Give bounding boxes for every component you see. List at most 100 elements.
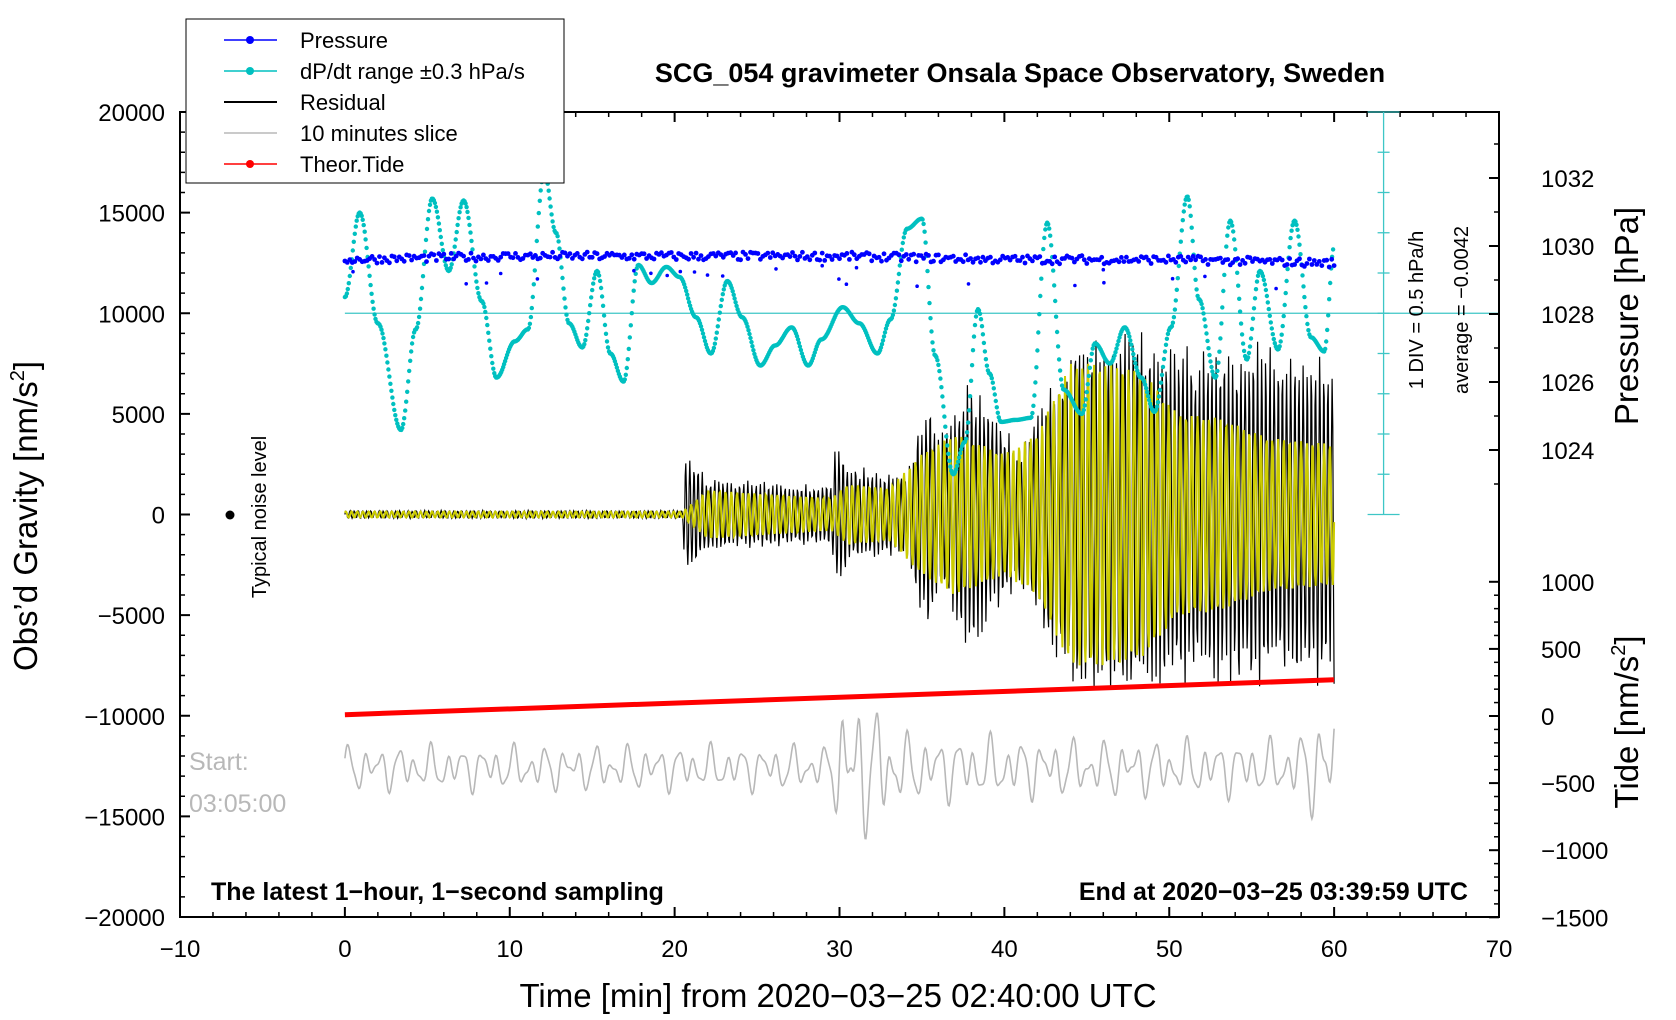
dpdt-point: [1169, 324, 1175, 329]
dpdt-point: [1306, 328, 1311, 333]
dpdt-point: [1229, 219, 1234, 225]
dpdt-point: [624, 365, 629, 371]
dpdt-point: [1323, 346, 1328, 352]
dpdt-point: [1146, 397, 1152, 403]
dpdt-point: [484, 315, 489, 321]
dpdt-point: [454, 229, 459, 235]
dpdt-point: [1132, 356, 1137, 361]
dpdt-point: [605, 345, 611, 350]
pressure-point: [401, 258, 407, 264]
dpdt-point: [597, 278, 603, 284]
dpdt-point: [1090, 346, 1095, 351]
dpdt-point: [968, 378, 974, 383]
pressure-point: [1188, 257, 1194, 263]
x-tick-label: 20: [661, 936, 688, 963]
dpdt-point: [926, 284, 931, 290]
dpdt-point: [536, 210, 541, 216]
dpdt-point: [389, 388, 394, 393]
pressure-outlier: [464, 282, 469, 286]
pressure-point: [1297, 256, 1302, 262]
dpdt-point: [1284, 278, 1289, 284]
pressure-point: [819, 250, 825, 256]
dpdt-point: [685, 296, 691, 301]
pressure-point: [1166, 253, 1171, 259]
sampling-note: The latest 1−hour, 1−second sampling: [211, 878, 664, 906]
dpdt-point: [1145, 393, 1151, 399]
pressure-point: [790, 250, 795, 255]
dpdt-point: [893, 296, 899, 301]
legend-marker: [246, 67, 254, 75]
dpdt-point: [1059, 383, 1065, 388]
dpdt-point: [415, 320, 421, 326]
dpdt-point: [622, 377, 627, 382]
pressure-point: [1017, 258, 1023, 263]
pressure-point: [847, 257, 852, 262]
dpdt-point: [1114, 346, 1119, 351]
dpdt-point: [1214, 373, 1219, 379]
pressure-point: [896, 252, 902, 258]
pressure-point: [1116, 259, 1122, 265]
dpdt-point: [1301, 284, 1306, 289]
dpdt-point: [458, 205, 463, 210]
pressure-point: [594, 251, 600, 257]
pressure-point: [1146, 257, 1151, 263]
dpdt-point: [487, 338, 492, 343]
dpdt-point: [946, 451, 951, 456]
dpdt-point: [1048, 233, 1053, 238]
series-pressure: [342, 249, 1337, 291]
dpdt-point: [1327, 297, 1332, 302]
pressure-point: [1190, 253, 1196, 259]
dpdt-point: [527, 321, 533, 326]
dpdt-point: [404, 399, 409, 404]
legend-label: Pressure: [300, 28, 388, 53]
dpdt-point: [748, 335, 753, 341]
dpdt-point: [473, 272, 478, 277]
pressure-point: [851, 252, 857, 258]
pressure-point: [837, 256, 842, 262]
pressure-outlier: [1274, 286, 1278, 291]
dpdt-point: [882, 330, 888, 335]
dpdt-point: [1042, 235, 1047, 241]
pressure-point: [980, 254, 986, 260]
dpdt-point: [463, 201, 468, 206]
dpdt-point: [900, 240, 905, 246]
x-tick-label: 10: [496, 936, 523, 963]
dpdt-point: [1054, 329, 1060, 335]
dpdt-point: [1082, 403, 1088, 408]
series-10min-slice: [344, 712, 1335, 840]
dpdt-point: [1049, 243, 1054, 248]
dpdt-point: [1255, 273, 1261, 278]
dpdt-point: [628, 323, 633, 328]
dpdt-point: [994, 405, 999, 410]
dpdt-point: [1193, 277, 1198, 282]
pressure-outlier: [498, 271, 503, 276]
dpdt-point: [470, 247, 475, 252]
pressure-point: [498, 254, 504, 260]
dpdt-point: [1033, 380, 1038, 385]
dpdt-point: [959, 447, 964, 452]
dpdt-point: [795, 337, 801, 342]
tide-tick-label: −1500: [1541, 905, 1608, 932]
dpdt-point: [1265, 300, 1271, 305]
pressure-point: [478, 256, 484, 262]
dpdt-point: [686, 300, 692, 305]
pressure-point: [698, 253, 704, 258]
dpdt-point: [1031, 403, 1036, 408]
dpdt-point: [925, 268, 930, 274]
dpdt-point: [382, 341, 387, 346]
dpdt-point: [1200, 306, 1205, 311]
pressure-outlier: [692, 270, 697, 274]
dpdt-point: [370, 299, 375, 304]
dpdt-point: [549, 212, 554, 217]
pressure-outlier: [632, 268, 636, 273]
dpdt-point: [555, 234, 560, 239]
dpdt-point: [1174, 287, 1180, 292]
dpdt-point: [935, 358, 940, 363]
pressure-point: [1198, 254, 1203, 260]
dpdt-point: [604, 339, 610, 344]
dpdt-point: [403, 408, 408, 413]
dpdt-point: [422, 249, 428, 254]
dpdt-point: [528, 314, 534, 320]
dpdt-point: [472, 264, 477, 269]
dpdt-point: [943, 424, 948, 429]
